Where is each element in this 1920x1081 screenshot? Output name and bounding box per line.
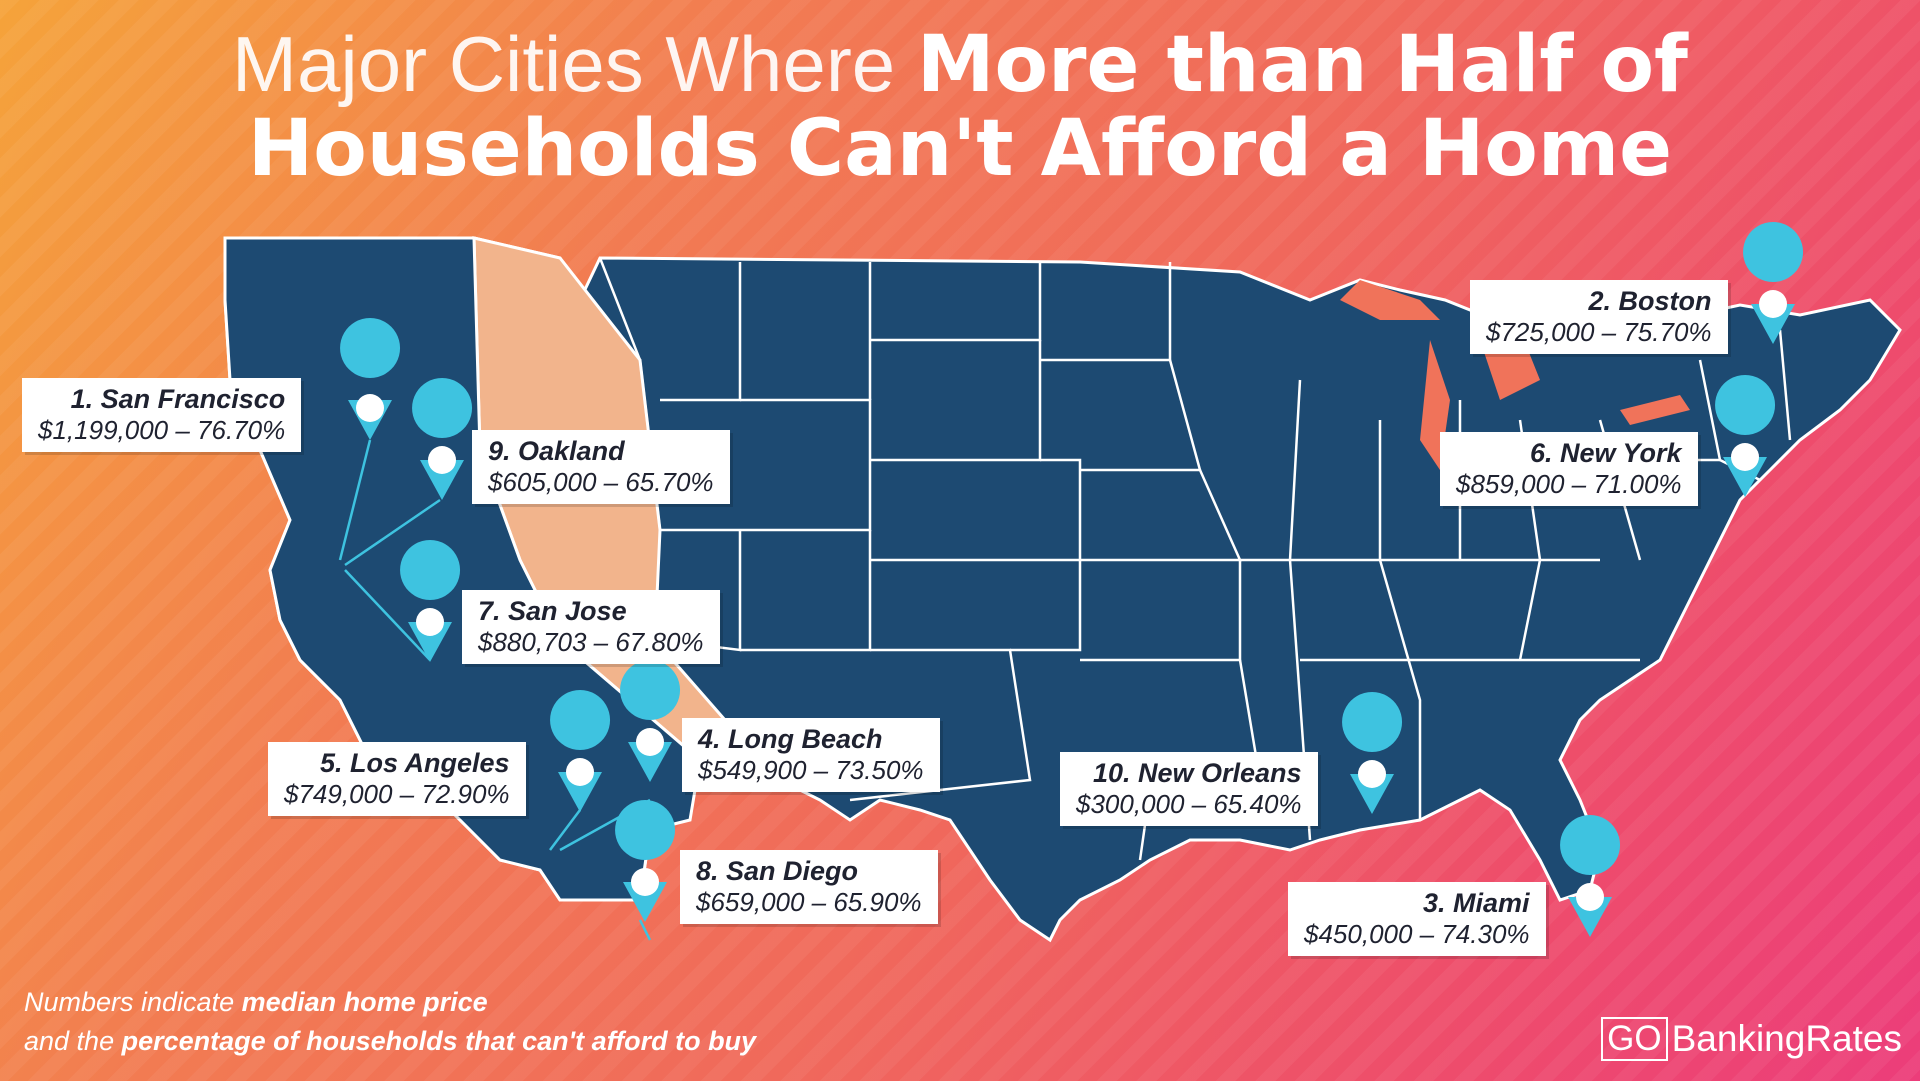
title-bold: More than Half of [916,20,1688,110]
pin-new-orleans-icon [1342,692,1403,814]
label-san-francisco: 1. San Francisco $1,199,000 – 76.70% [22,378,302,452]
city-value: $749,000 – 72.90% [284,779,510,809]
label-long-beach: 4. Long Beach $549,900 – 73.50% [682,718,940,792]
footnote-text: Numbers indicate [24,986,242,1017]
label-san-jose: 7. San Jose $880,703 – 67.80% [462,590,720,664]
pin-san-francisco-icon [340,318,401,440]
label-new-york: 6. New York $859,000 – 71.00% [1440,432,1698,506]
pin-new-york-icon [1715,375,1776,497]
footnote-highlight: percentage of households that can't affo… [121,1025,757,1056]
pin-miami-icon [1560,815,1621,937]
pin-long-beach-icon [620,660,681,782]
city-name: 5. Los Angeles [319,748,510,778]
pin-san-jose-icon [400,540,461,662]
city-value: $450,000 – 74.30% [1304,919,1530,949]
label-new-orleans: 10. New Orleans $300,000 – 65.40% [1060,752,1318,826]
footnote-highlight: median home price [241,986,488,1017]
label-los-angeles: 5. Los Angeles $749,000 – 72.90% [268,742,526,816]
label-oakland: 9. Oakland $605,000 – 65.70% [472,430,730,504]
pin-boston-icon [1743,222,1804,344]
city-name: 6. New York [1529,438,1682,468]
city-name: 10. New Orleans [1092,758,1302,788]
footnote: Numbers indicate median home price and t… [24,983,756,1061]
title-line2: Households Can't Afford a Home [247,104,1673,195]
city-name: 3. Miami [1423,888,1530,918]
city-value: $300,000 – 65.40% [1076,789,1302,819]
city-name: 7. San Jose [478,596,627,626]
city-value: $659,000 – 65.90% [696,887,922,917]
brand-name: BankingRates [1671,1018,1902,1059]
footnote-text: and the [24,1025,122,1056]
city-value: $549,900 – 73.50% [698,755,924,785]
city-name: 1. San Francisco [70,384,286,414]
label-boston: 2. Boston $725,000 – 75.70% [1470,280,1728,354]
label-san-diego: 8. San Diego $659,000 – 65.90% [680,850,938,924]
pin-san-diego-icon [615,800,676,922]
page-title: Major Cities Where More than Half of Hou… [0,20,1920,195]
city-name: 4. Long Beach [698,724,883,754]
title-light: Major Cities Where [232,20,917,108]
label-miami: 3. Miami $450,000 – 74.30% [1288,882,1546,956]
pin-oakland-icon [412,378,473,500]
pin-los-angeles-icon [550,690,611,812]
city-name: 8. San Diego [696,856,859,886]
city-name: 9. Oakland [488,436,625,466]
city-value: $1,199,000 – 76.70% [38,415,286,445]
city-value: $605,000 – 65.70% [488,467,714,497]
brand-logo: GO BankingRates [1601,1017,1902,1061]
city-name: 2. Boston [1588,286,1712,316]
city-value: $859,000 – 71.00% [1456,469,1682,499]
brand-go: GO [1601,1017,1668,1061]
city-value: $725,000 – 75.70% [1486,317,1712,347]
pins [340,222,1804,937]
city-value: $880,703 – 67.80% [478,627,704,657]
